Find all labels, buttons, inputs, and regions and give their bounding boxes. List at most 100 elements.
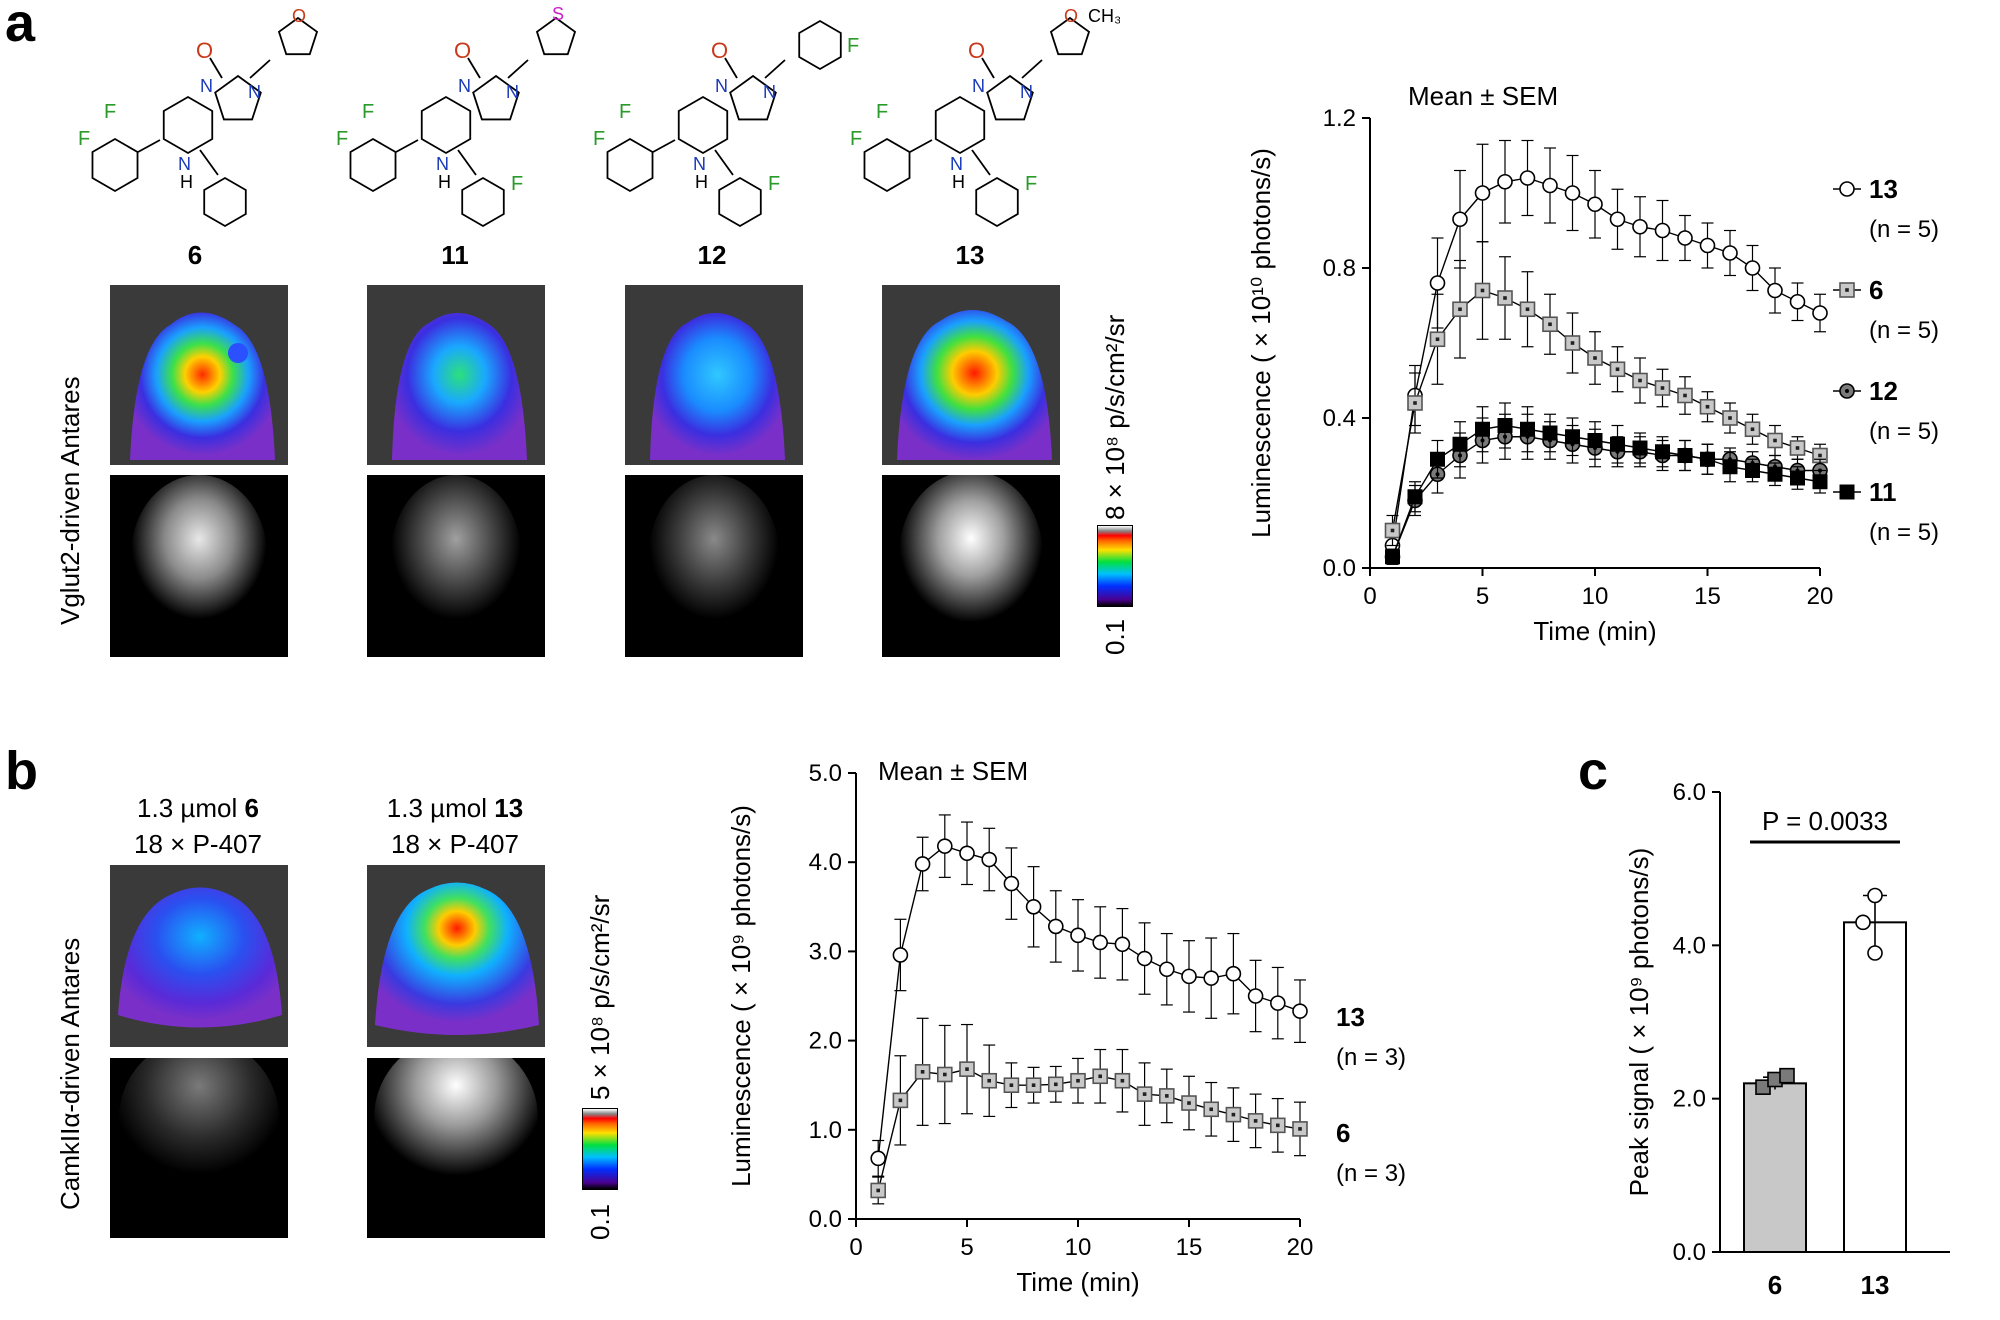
x-axis-label: Time (min) xyxy=(1016,1267,1139,1297)
legend-marker-12-dot xyxy=(1845,389,1849,393)
data-point-13 xyxy=(1722,245,1738,261)
data-point-6 xyxy=(1497,290,1513,306)
legend-label-11: 11 xyxy=(1869,477,1897,507)
x-tick-label-6: 6 xyxy=(1768,1270,1782,1300)
legend-label-6: 6 xyxy=(1336,1118,1350,1148)
y-tick-label: 0.0 xyxy=(809,1206,842,1233)
data-point-11 xyxy=(1745,463,1760,478)
data-point-13 xyxy=(1867,887,1883,904)
compound-label-12: 12 xyxy=(697,240,727,270)
h-atom: H xyxy=(952,172,965,192)
oxygen-atom: O xyxy=(292,6,306,26)
luminescence-image-12 xyxy=(625,285,803,465)
data-point-6 xyxy=(1047,1076,1064,1093)
data-point-6-dot xyxy=(1503,296,1507,300)
data-point-11 xyxy=(1700,451,1715,467)
data-point-6 xyxy=(1225,1106,1242,1123)
nitrogen-atom: N xyxy=(506,82,519,102)
data-point-6-dot xyxy=(1705,404,1710,409)
data-point-11 xyxy=(1677,448,1693,463)
difluorophenyl-ring xyxy=(91,137,139,193)
data-point-6-dot xyxy=(1390,528,1395,533)
legend-marker-6 xyxy=(1839,282,1855,298)
data-point-6-dot xyxy=(920,1070,925,1074)
data-point-6-dot xyxy=(1276,1123,1280,1128)
data-point-6-dot xyxy=(965,1067,969,1071)
legend-label-13: 13 xyxy=(1336,1002,1365,1032)
row-label-camkiia: CamkIIα-driven Antares xyxy=(55,937,85,1210)
luminescence-image-13 xyxy=(882,285,1060,465)
imidazolone-ring xyxy=(214,74,262,121)
compound-label-11: 11 xyxy=(441,240,469,270)
data-point-13 xyxy=(1247,988,1264,1004)
pyrazine-ring xyxy=(420,95,472,155)
data-point-13 xyxy=(1744,260,1761,276)
data-point-13 xyxy=(1429,275,1446,291)
legend-marker-12 xyxy=(1839,383,1855,399)
data-point-13 xyxy=(1225,965,1242,982)
legend-label-6: 6 xyxy=(1869,275,1883,305)
x-tick-label: 20 xyxy=(1287,1234,1314,1261)
nitrogen-atom: N xyxy=(458,76,471,96)
y-tick-label: 2.0 xyxy=(809,1028,842,1055)
data-point-6 xyxy=(1474,282,1491,299)
nitrogen-atom: N xyxy=(715,76,728,96)
nh-atom: N xyxy=(178,154,191,174)
y-tick-label: 1.2 xyxy=(1323,105,1356,132)
benzyl-ring xyxy=(461,176,505,228)
chart-title: Mean ± SEM xyxy=(1408,81,1558,111)
ch2-bond xyxy=(714,149,734,176)
pyrazine-ring xyxy=(162,95,214,155)
row-label-vglut2: Vglut2-driven Antares xyxy=(55,376,85,625)
data-point-6-dot xyxy=(1773,438,1777,443)
dose-label-6: 1.3 µmol 6 18 × P-407 xyxy=(88,790,308,862)
data-point-6 xyxy=(1136,1086,1153,1102)
imidazolone-ring xyxy=(986,74,1034,121)
y-axis-label: Luminescence ( × 10⁹ photons/s) xyxy=(726,805,756,1187)
data-point-13 xyxy=(1609,211,1626,228)
h-atom: H xyxy=(180,172,193,192)
luminescence-image-b-13 xyxy=(367,865,545,1047)
luminescence-image-11 xyxy=(367,285,545,465)
y-axis-label: Luminescence ( × 10¹⁰ photons/s) xyxy=(1246,148,1276,538)
data-point-6-dot xyxy=(1187,1101,1191,1105)
data-point-6 xyxy=(1003,1077,1020,1094)
x-axis-label: Time (min) xyxy=(1533,616,1656,646)
data-point-6 xyxy=(1542,316,1558,333)
data-point-6 xyxy=(1519,301,1536,318)
data-point-13 xyxy=(959,845,975,862)
heteroaryl-ring xyxy=(1049,16,1091,56)
data-point-6 xyxy=(1654,380,1671,396)
data-point-13 xyxy=(1519,170,1536,186)
oxygen-atom: O xyxy=(1064,6,1078,26)
luminescence-image-6 xyxy=(110,285,288,465)
heteroaryl-ring xyxy=(535,16,577,56)
ch2-bond xyxy=(764,59,786,79)
data-point-13 xyxy=(1867,945,1883,961)
y-tick-label: 5.0 xyxy=(809,760,842,787)
data-point-6 xyxy=(1070,1072,1086,1089)
data-point-6 xyxy=(1092,1068,1109,1085)
difluorophenyl-ring xyxy=(606,137,654,193)
data-point-6-dot xyxy=(1435,337,1440,342)
data-point-13 xyxy=(1452,211,1468,228)
compound-label-6: 6 xyxy=(187,240,203,270)
grayscale-image-13 xyxy=(882,475,1060,657)
data-point-13 xyxy=(1789,293,1806,310)
ch2-bond xyxy=(971,149,991,176)
y-tick-label: 4.0 xyxy=(809,849,842,876)
y-tick-label: 1.0 xyxy=(809,1117,842,1144)
data-point-13 xyxy=(1181,968,1197,985)
panel-letter-a: a xyxy=(5,0,36,53)
x-tick-label: 5 xyxy=(960,1234,973,1261)
data-point-6-dot xyxy=(1031,1083,1036,1087)
data-point-13 xyxy=(914,856,931,872)
fluorine-atom: F xyxy=(362,101,374,123)
x-tick-label: 20 xyxy=(1807,583,1834,610)
data-point-6 xyxy=(1158,1088,1175,1104)
data-point-11 xyxy=(1475,421,1490,437)
data-point-6 xyxy=(1292,1121,1308,1137)
data-point-6-dot xyxy=(1253,1119,1258,1123)
imidazolone-ring xyxy=(472,74,520,121)
